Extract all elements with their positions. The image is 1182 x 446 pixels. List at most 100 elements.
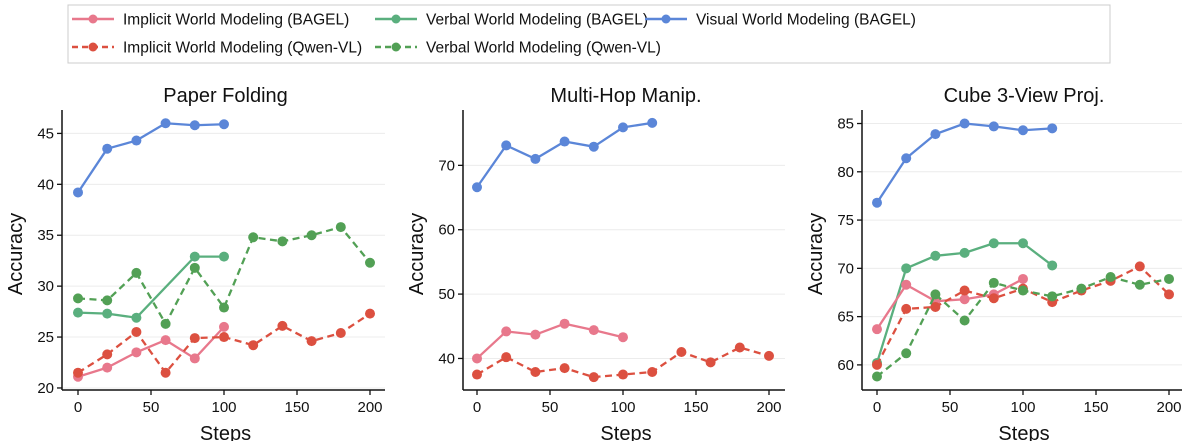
legend-label: Verbal World Modeling (BAGEL) — [426, 12, 648, 29]
legend-item-verbal_qwen: Verbal World Modeling (Qwen-VL) — [375, 40, 661, 57]
data-point — [559, 363, 570, 374]
legend-swatch-marker — [391, 42, 401, 52]
panels: 20 25 30 35 40 45 0 50 100 150 200 Paper Folding Ste… — [5, 85, 1182, 445]
y-tick-label: 40 — [438, 350, 455, 367]
x-axis-label: Steps — [600, 423, 651, 441]
legend-swatch-marker — [88, 42, 98, 52]
data-point — [102, 308, 113, 319]
y-tick-label: 85 — [837, 116, 854, 133]
y-tick-label: 75 — [837, 212, 854, 229]
data-point — [1018, 285, 1028, 296]
data-point — [219, 321, 229, 332]
data-point — [959, 285, 970, 296]
data-point — [189, 120, 200, 131]
series-line — [77, 225, 371, 325]
x-tick-label: 50 — [542, 399, 559, 416]
data-point — [102, 362, 113, 373]
data-point — [189, 333, 200, 344]
legend-item-implicit_qwen: Implicit World Modeling (Qwen-VL) — [72, 40, 362, 57]
data-point — [189, 353, 200, 364]
data-point — [1105, 272, 1116, 283]
data-point — [365, 308, 375, 319]
y-tick-label: 70 — [438, 157, 455, 174]
data-point — [1076, 283, 1087, 294]
x-tick-label: 100 — [610, 399, 635, 416]
y-tick-label: 80 — [837, 164, 854, 181]
x-tick-label: 100 — [211, 399, 236, 416]
series-line — [476, 121, 653, 188]
data-point — [1018, 273, 1028, 284]
data-point — [872, 324, 882, 335]
data-point — [73, 307, 83, 318]
data-point — [131, 326, 142, 337]
chart-title: Multi-Hop Manip. — [550, 85, 701, 107]
panel-2: 40 50 60 70 0 50 100 150 200 Multi-Hop Manip. Step… — [406, 85, 785, 445]
x-tick-label: 150 — [683, 399, 708, 416]
series-visual_bagel — [472, 117, 658, 193]
data-point — [959, 118, 970, 129]
data-point — [559, 318, 570, 329]
x-tick-label: 200 — [756, 399, 781, 416]
legend-item-implicit_bagel: Implicit World Modeling (BAGEL) — [72, 12, 349, 29]
chart-title: Paper Folding — [163, 85, 288, 107]
y-tick-label: 40 — [37, 176, 54, 193]
legend-label: Implicit World Modeling (Qwen-VL) — [123, 40, 362, 57]
x-tick-label: 0 — [74, 399, 82, 416]
data-point — [102, 349, 113, 360]
data-point — [1134, 261, 1145, 272]
data-point — [277, 320, 288, 331]
data-point — [219, 251, 229, 262]
x-tick-label: 0 — [873, 399, 881, 416]
data-point — [559, 136, 570, 147]
series-line — [876, 122, 1053, 204]
data-point — [647, 366, 658, 377]
panel-1: 20 25 30 35 40 45 0 50 100 150 200 Paper Folding Ste… — [5, 85, 385, 445]
data-point — [1018, 125, 1028, 136]
data-point — [930, 289, 941, 300]
series-line — [476, 322, 624, 360]
y-tick-label: 65 — [837, 309, 854, 326]
data-point — [131, 135, 142, 146]
data-point — [959, 315, 970, 326]
data-point — [73, 293, 83, 304]
legend-swatch-marker — [88, 14, 98, 24]
data-point — [306, 336, 317, 347]
data-point — [1018, 238, 1028, 249]
legend: Implicit World Modeling (BAGEL) Implicit … — [67, 4, 1111, 64]
series-verbal_bagel — [73, 251, 229, 323]
series-implicit_qwen — [472, 342, 774, 383]
data-point — [901, 279, 912, 290]
data-point — [131, 347, 142, 358]
data-point — [901, 153, 912, 164]
series-line — [77, 326, 225, 378]
y-tick-label: 45 — [37, 125, 54, 142]
data-point — [219, 119, 229, 130]
data-point — [1164, 289, 1174, 300]
data-point — [335, 327, 346, 338]
data-point — [959, 294, 970, 305]
x-tick-label: 150 — [284, 399, 309, 416]
x-tick-label: 150 — [1083, 399, 1108, 416]
data-point — [131, 267, 142, 278]
data-point — [73, 187, 83, 198]
series-verbal_qwen — [872, 272, 1174, 382]
y-tick-label: 30 — [37, 278, 54, 295]
y-tick-label: 60 — [438, 222, 455, 239]
data-point — [501, 326, 512, 337]
data-point — [988, 277, 999, 288]
data-point — [872, 371, 882, 382]
data-point — [647, 117, 658, 128]
series-visual_bagel — [872, 118, 1058, 208]
data-point — [530, 329, 541, 340]
data-point — [705, 357, 716, 368]
data-point — [189, 262, 200, 273]
x-axis-label: Steps — [998, 423, 1049, 441]
data-point — [472, 353, 482, 364]
data-point — [277, 236, 288, 247]
data-point — [501, 352, 512, 363]
y-tick-label: 50 — [438, 286, 455, 303]
series-implicit_bagel — [472, 318, 628, 364]
x-tick-label: 50 — [942, 399, 959, 416]
data-point — [988, 238, 999, 249]
